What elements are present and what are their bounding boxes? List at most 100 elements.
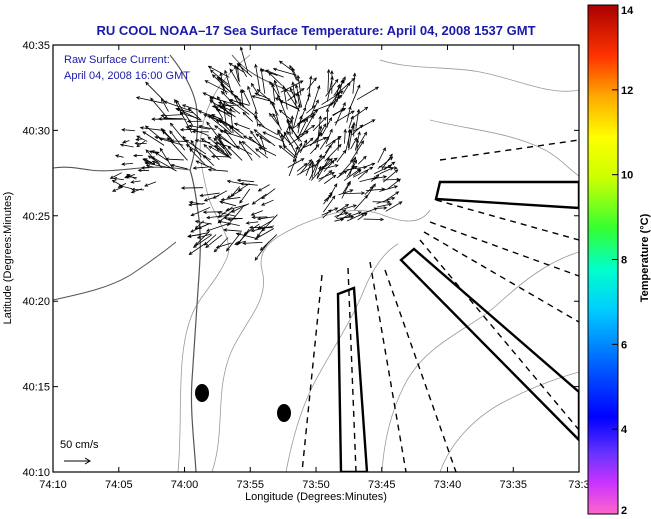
current-vector [185, 144, 211, 161]
current-vector [330, 70, 334, 94]
current-vector [254, 115, 265, 128]
x-axis-label: Longitude (Degrees:Minutes) [245, 491, 387, 503]
current-vector [239, 182, 258, 186]
current-vector [255, 133, 271, 144]
current-vector [338, 76, 346, 90]
current-vector [191, 129, 209, 134]
current-vector [350, 84, 361, 107]
current-vector [203, 195, 219, 202]
current-vector [336, 215, 355, 219]
current-vector [256, 216, 275, 221]
current-vector [287, 158, 305, 168]
current-vector [218, 105, 236, 118]
current-vector [317, 115, 322, 142]
current-vector [114, 154, 124, 158]
current-vector [203, 143, 220, 161]
current-vector [137, 168, 150, 173]
current-vector [251, 193, 267, 205]
current-vector [217, 206, 233, 218]
x-axis: 74:10 74:05 74:00 73:55 73:50 73:45 73:40 73:35… [39, 45, 590, 491]
vector-scale-arrow [64, 457, 91, 465]
current-vector [238, 102, 257, 117]
current-vector [294, 137, 314, 157]
y-tick-label: 40:20 [22, 296, 50, 308]
current-vector [278, 145, 295, 159]
current-vector [203, 114, 229, 125]
current-vector [296, 164, 316, 176]
current-vector [356, 86, 380, 100]
current-vector [323, 159, 335, 172]
current-vector [307, 75, 313, 101]
current-vector [357, 212, 368, 221]
current-vector [145, 149, 163, 168]
current-vectors [109, 46, 403, 261]
current-vector [217, 133, 236, 148]
current-vector [357, 155, 367, 165]
current-vector [220, 197, 241, 202]
current-vector [223, 228, 242, 232]
current-vector [299, 159, 313, 175]
current-vector [356, 131, 367, 149]
current-vector [373, 206, 388, 210]
current-vector [206, 121, 220, 139]
current-vector [254, 228, 274, 240]
current-vector [291, 67, 299, 82]
current-vector [302, 136, 328, 149]
colorbar-tick-label: 14 [621, 5, 634, 17]
current-vector [164, 157, 184, 161]
current-vector [313, 102, 335, 112]
current-vector [353, 169, 362, 177]
x-tick-label: 73:55 [236, 479, 264, 491]
current-vector [207, 65, 230, 78]
colorbar-tick-label: 6 [621, 339, 627, 351]
current-vector [250, 210, 263, 216]
current-vector [161, 130, 175, 143]
current-vector [135, 96, 164, 104]
current-vector [321, 117, 333, 137]
current-vector [236, 65, 240, 83]
current-vector [188, 200, 203, 205]
bathymetry-contour [211, 209, 431, 472]
current-vector [250, 130, 262, 147]
current-vector [205, 223, 228, 232]
current-vector [295, 84, 303, 108]
current-vector [219, 129, 243, 139]
current-vector [352, 166, 374, 178]
current-vector [144, 125, 163, 141]
current-vector [254, 92, 271, 100]
current-vector [207, 168, 228, 172]
current-vector [335, 209, 347, 219]
current-vector [325, 107, 330, 128]
current-vector [328, 94, 343, 107]
current-vector [316, 165, 322, 179]
current-vector [215, 119, 240, 131]
y-tick-label: 40:30 [22, 125, 50, 137]
current-vector [236, 178, 255, 183]
current-vector [301, 114, 314, 137]
current-vector [214, 144, 230, 158]
current-vector [269, 80, 283, 104]
current-vector [136, 140, 146, 148]
current-vector [365, 162, 376, 168]
current-vector [277, 94, 288, 119]
current-vector [190, 139, 202, 158]
current-vector [210, 154, 230, 159]
shipping-lanes [301, 139, 579, 472]
current-vector [147, 155, 160, 164]
bathymetry-contour [439, 371, 579, 472]
current-vector [315, 125, 323, 150]
colorbar-tick-label: 2 [621, 505, 627, 517]
current-vector [251, 215, 268, 220]
current-vector [144, 160, 156, 165]
current-vector [194, 231, 209, 246]
current-vector [340, 213, 352, 220]
current-vector [163, 100, 191, 112]
coastline [169, 54, 199, 171]
y-axis-label: Latitude (Degrees:Minutes) [2, 192, 14, 325]
current-vector [377, 147, 386, 163]
current-vector [376, 196, 396, 204]
colorbar-tick-label: 8 [621, 255, 627, 267]
current-vector [326, 75, 334, 102]
current-vector [208, 145, 232, 159]
